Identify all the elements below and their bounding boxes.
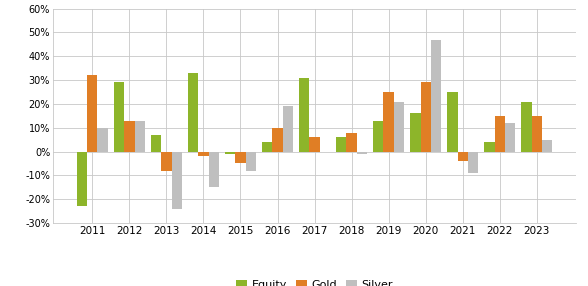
Bar xyxy=(542,140,553,152)
Bar xyxy=(188,73,198,152)
Bar xyxy=(209,152,219,187)
Bar xyxy=(346,132,357,152)
Bar xyxy=(505,123,516,152)
Bar xyxy=(532,116,542,152)
Bar xyxy=(357,152,367,154)
Bar xyxy=(394,102,404,152)
Bar xyxy=(235,152,246,164)
Bar xyxy=(113,82,124,152)
Bar xyxy=(420,82,431,152)
Bar xyxy=(299,78,309,152)
Bar xyxy=(124,121,135,152)
Bar xyxy=(151,135,161,152)
Bar xyxy=(383,92,394,152)
Bar xyxy=(431,39,442,152)
Bar xyxy=(468,152,479,173)
Bar xyxy=(457,152,468,161)
Bar xyxy=(172,152,182,209)
Bar xyxy=(262,142,272,152)
Bar xyxy=(135,121,145,152)
Bar xyxy=(98,128,108,152)
Bar xyxy=(309,137,320,152)
Bar xyxy=(373,121,383,152)
Bar xyxy=(495,116,505,152)
Bar xyxy=(522,102,532,152)
Bar xyxy=(246,152,256,171)
Bar xyxy=(198,152,209,156)
Bar xyxy=(336,137,346,152)
Legend: Equity, Gold, Silver: Equity, Gold, Silver xyxy=(232,276,397,286)
Bar xyxy=(485,142,495,152)
Bar xyxy=(161,152,172,171)
Bar xyxy=(76,152,87,206)
Bar xyxy=(410,114,420,152)
Bar xyxy=(87,75,98,152)
Bar xyxy=(283,106,293,152)
Bar xyxy=(225,152,235,154)
Bar xyxy=(447,92,457,152)
Bar xyxy=(272,128,283,152)
